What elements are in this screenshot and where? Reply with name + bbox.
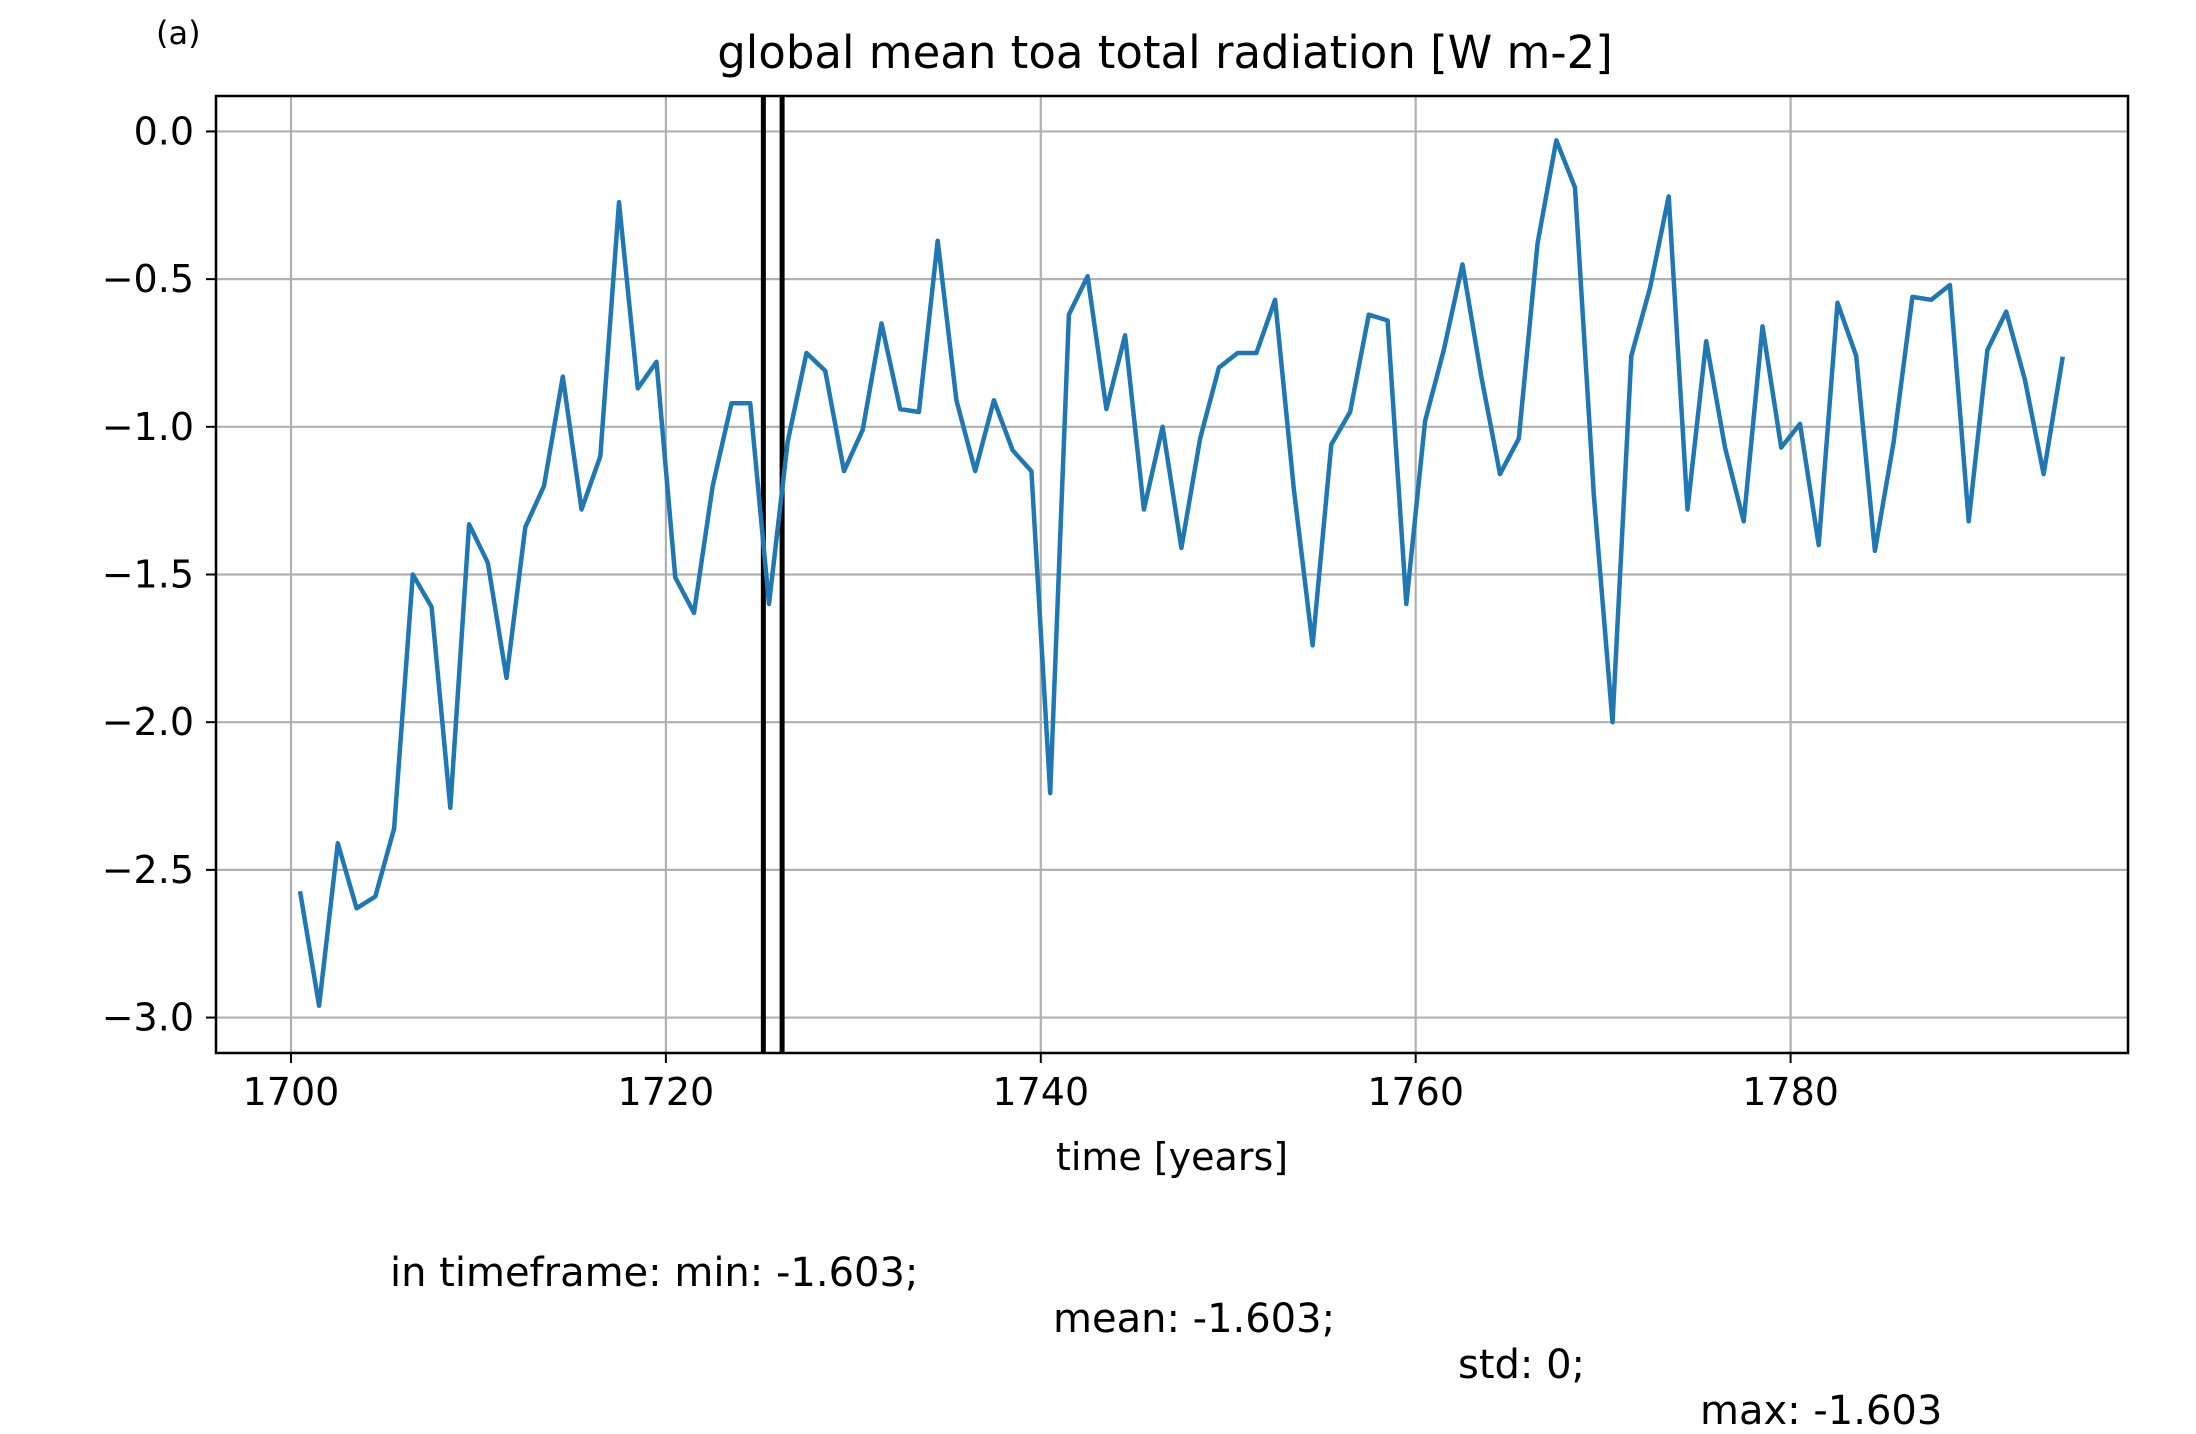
y-tick-label: −2.5 bbox=[102, 848, 194, 892]
stats-std: std: 0; bbox=[1458, 1342, 1586, 1388]
series-layer bbox=[297, 138, 2065, 1008]
y-tick-label: −3.0 bbox=[102, 996, 194, 1040]
x-tick-label: 1700 bbox=[243, 1070, 340, 1114]
time-marker-lines bbox=[760, 96, 785, 1053]
y-axis-ticks: 0.0 −0.5 −1.0 −1.5 −2.0 −2.5 −3.0 bbox=[102, 109, 216, 1040]
timeframe-stats: in timeframe: min: -1.603; mean: -1.603;… bbox=[0, 1204, 2196, 1434]
x-axis-label: time [years] bbox=[1056, 1135, 1288, 1179]
y-tick-label: −1.5 bbox=[102, 553, 194, 597]
x-tick-label: 1740 bbox=[992, 1070, 1089, 1114]
stats-min: in timeframe: min: -1.603; bbox=[390, 1250, 919, 1296]
panel-label: (a) bbox=[156, 14, 201, 52]
series-line bbox=[297, 138, 2065, 1008]
line-chart: global mean toa total radiation [W m-2] … bbox=[102, 26, 2130, 1179]
y-tick-label: −1.0 bbox=[102, 405, 194, 449]
y-tick-label: −0.5 bbox=[102, 257, 194, 301]
y-tick-label: −2.0 bbox=[102, 700, 194, 744]
y-tick-label: 0.0 bbox=[134, 109, 194, 153]
grid-lines bbox=[216, 96, 2128, 1053]
chart-title: global mean toa total radiation [W m-2] bbox=[717, 26, 1613, 79]
x-tick-label: 1720 bbox=[618, 1070, 715, 1114]
x-tick-label: 1760 bbox=[1367, 1070, 1464, 1114]
x-axis-ticks: 1700 1720 1740 1760 1780 bbox=[243, 1053, 1839, 1114]
stats-max: max: -1.603 bbox=[1700, 1388, 1943, 1434]
stats-mean: mean: -1.603; bbox=[1053, 1296, 1336, 1342]
x-tick-label: 1780 bbox=[1742, 1070, 1839, 1114]
